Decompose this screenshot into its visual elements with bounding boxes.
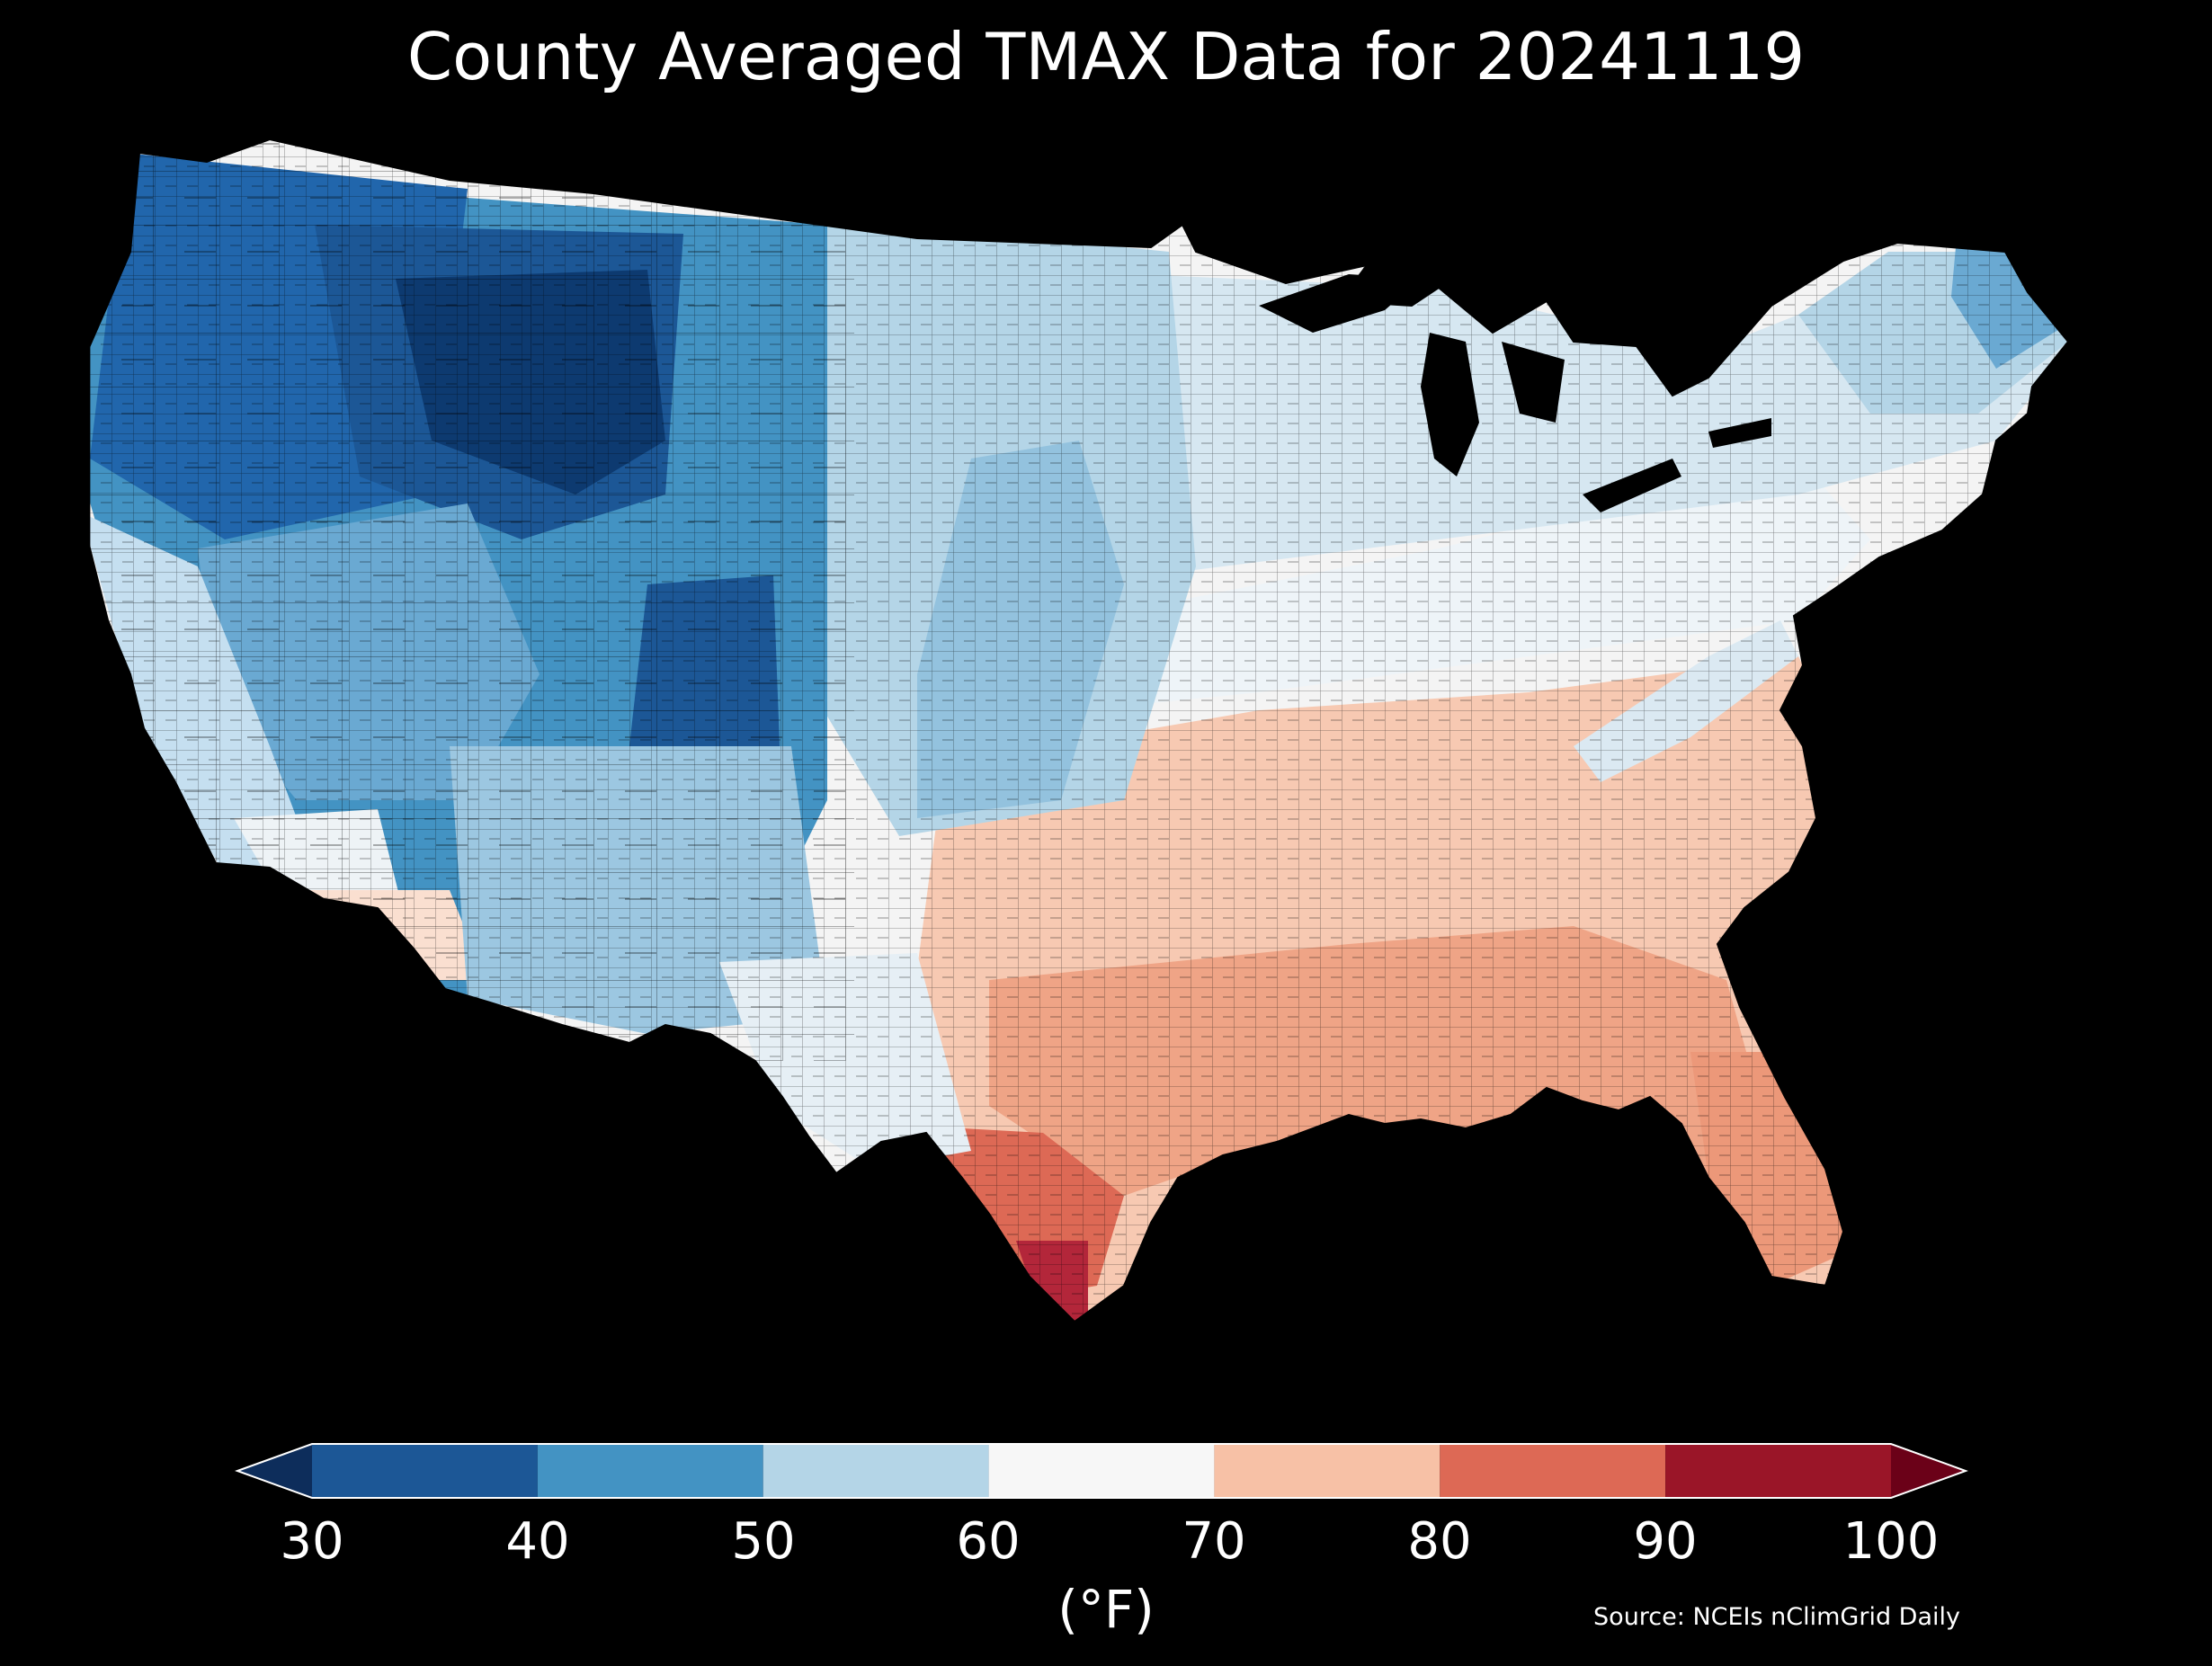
colorbar-under-arrow: [237, 1444, 312, 1498]
us-outline: [90, 138, 2070, 1323]
colorbar-bin-40-50: [537, 1444, 763, 1498]
colorbar-tick-30: 30: [280, 1512, 344, 1571]
colorbar-bin-70-80: [1214, 1444, 1440, 1498]
colorbar-bin-50-60: [763, 1444, 989, 1498]
lake-superior: [1259, 274, 1421, 333]
lake-michigan: [1421, 333, 1479, 477]
colorbar-tick-80: 80: [1407, 1512, 1472, 1571]
colorbar-tick-60: 60: [956, 1512, 1021, 1571]
map-title: County Averaged TMAX Data for 20241119: [406, 19, 1806, 94]
colorbar-bin-60-70: [988, 1444, 1215, 1498]
colorbar-bin-90-100: [1665, 1444, 1891, 1498]
colorbar-tick-40: 40: [505, 1512, 570, 1571]
lake-huron: [1502, 342, 1565, 423]
temperature-colorbar: [235, 1443, 1968, 1499]
colorbar-outline: [235, 1443, 1968, 1499]
colorbar-over-arrow: [1891, 1444, 1966, 1498]
source-credit: Source: NCEIs nClimGrid Daily: [1593, 1603, 1960, 1631]
temperature-choropleth-map: [90, 138, 2070, 1323]
colorbar-bin-80-90: [1440, 1444, 1666, 1498]
colorbar-tick-100: 100: [1842, 1512, 1940, 1571]
colorbar-tick-90: 90: [1633, 1512, 1698, 1571]
lake-erie: [1583, 459, 1681, 512]
colorbar-units-label: (°F): [1057, 1579, 1155, 1640]
lake-ontario: [1708, 418, 1771, 448]
colorbar-tick-70: 70: [1182, 1512, 1246, 1571]
colorbar-bin-30-40: [312, 1444, 538, 1498]
colorbar-tick-50: 50: [731, 1512, 796, 1571]
